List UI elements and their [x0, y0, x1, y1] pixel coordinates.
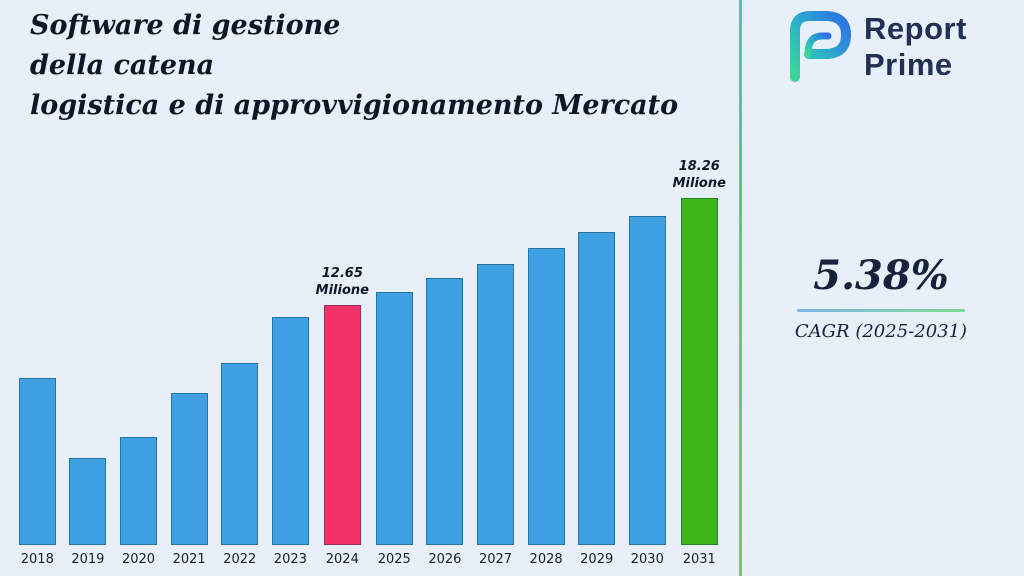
report-prime-logo-icon: [780, 8, 854, 86]
bar-chart: 2018 2019 2020 2021 2022 2023 12.65 Milione 2024…: [12, 159, 726, 570]
bar-2028: [527, 248, 565, 545]
bar-2022: [221, 363, 259, 545]
bar-2026: [426, 278, 464, 545]
logo-text-line-2: Prime: [864, 47, 953, 82]
bar-2023: [271, 317, 309, 545]
chart-title-line-3: logistica e di approvvigionamento Mercat…: [30, 89, 679, 121]
x-axis-label-2022: 2022: [223, 552, 257, 567]
logo-text-line-1: Report: [864, 11, 967, 47]
bar-column-2022: 2022: [214, 363, 265, 570]
bar-column-2019: 2019: [63, 458, 114, 570]
cagr-value: 5.38%: [813, 252, 949, 299]
bar-2021: [170, 393, 208, 545]
chart-title: Software di gestione della catena logist…: [30, 6, 730, 126]
bar-column-2024: 12.65 Milione 2024: [316, 266, 369, 570]
x-axis-label-2028: 2028: [529, 552, 563, 567]
bar-column-2029: 2029: [571, 232, 622, 570]
cagr-underline: [797, 309, 965, 312]
x-axis-label-2024: 2024: [325, 552, 359, 567]
bar-column-2031: 18.26 Milione 2031: [673, 159, 726, 570]
bar-column-2021: 2021: [164, 393, 215, 570]
cagr-block: 5.38% CAGR (2025-2031): [752, 252, 1010, 342]
bar-column-2023: 2023: [265, 317, 316, 570]
bar-2031: [680, 198, 718, 545]
bar-2027: [476, 264, 514, 545]
bar-2025: [375, 292, 413, 545]
bar-column-2025: 2025: [369, 292, 420, 570]
bar-column-2027: 2027: [470, 264, 521, 570]
x-axis-label-2029: 2029: [580, 552, 614, 567]
bar-2024: [323, 305, 361, 545]
report-prime-logo: Report Prime: [780, 8, 967, 86]
x-axis-label-2018: 2018: [20, 552, 54, 567]
chart-title-line-1: Software di gestione: [30, 10, 341, 41]
x-axis-label-2023: 2023: [273, 552, 307, 567]
bar-annotation-2031: 18.26 Milione: [672, 159, 726, 192]
bar-column-2028: 2028: [521, 248, 572, 570]
x-axis-label-2020: 2020: [121, 552, 156, 567]
bar-2018: [18, 378, 56, 545]
x-axis-label-2019: 2019: [71, 552, 105, 567]
bar-2019: [69, 458, 107, 545]
bar-2020: [120, 437, 158, 545]
x-axis-label-2021: 2021: [172, 552, 206, 567]
x-axis-label-2031: 2031: [682, 552, 716, 567]
x-axis-label-2026: 2026: [428, 552, 462, 567]
bar-column-2026: 2026: [420, 278, 471, 570]
x-axis-label-2027: 2027: [478, 552, 513, 567]
report-prime-logo-text: Report Prime: [864, 11, 967, 82]
bar-column-2020: 2020: [113, 437, 164, 570]
divider-line: [739, 0, 742, 576]
x-axis-label-2025: 2025: [377, 552, 411, 567]
chart-title-line-2: della catena: [30, 49, 215, 81]
x-axis-label-2030: 2030: [630, 552, 664, 567]
bar-annotation-2024: 12.65 Milione: [315, 266, 369, 299]
bar-2029: [578, 232, 616, 545]
bar-column-2030: 2030: [622, 216, 673, 570]
cagr-label: CAGR (2025-2031): [794, 321, 968, 342]
bar-2030: [628, 216, 666, 545]
bar-column-2018: 2018: [12, 378, 63, 570]
